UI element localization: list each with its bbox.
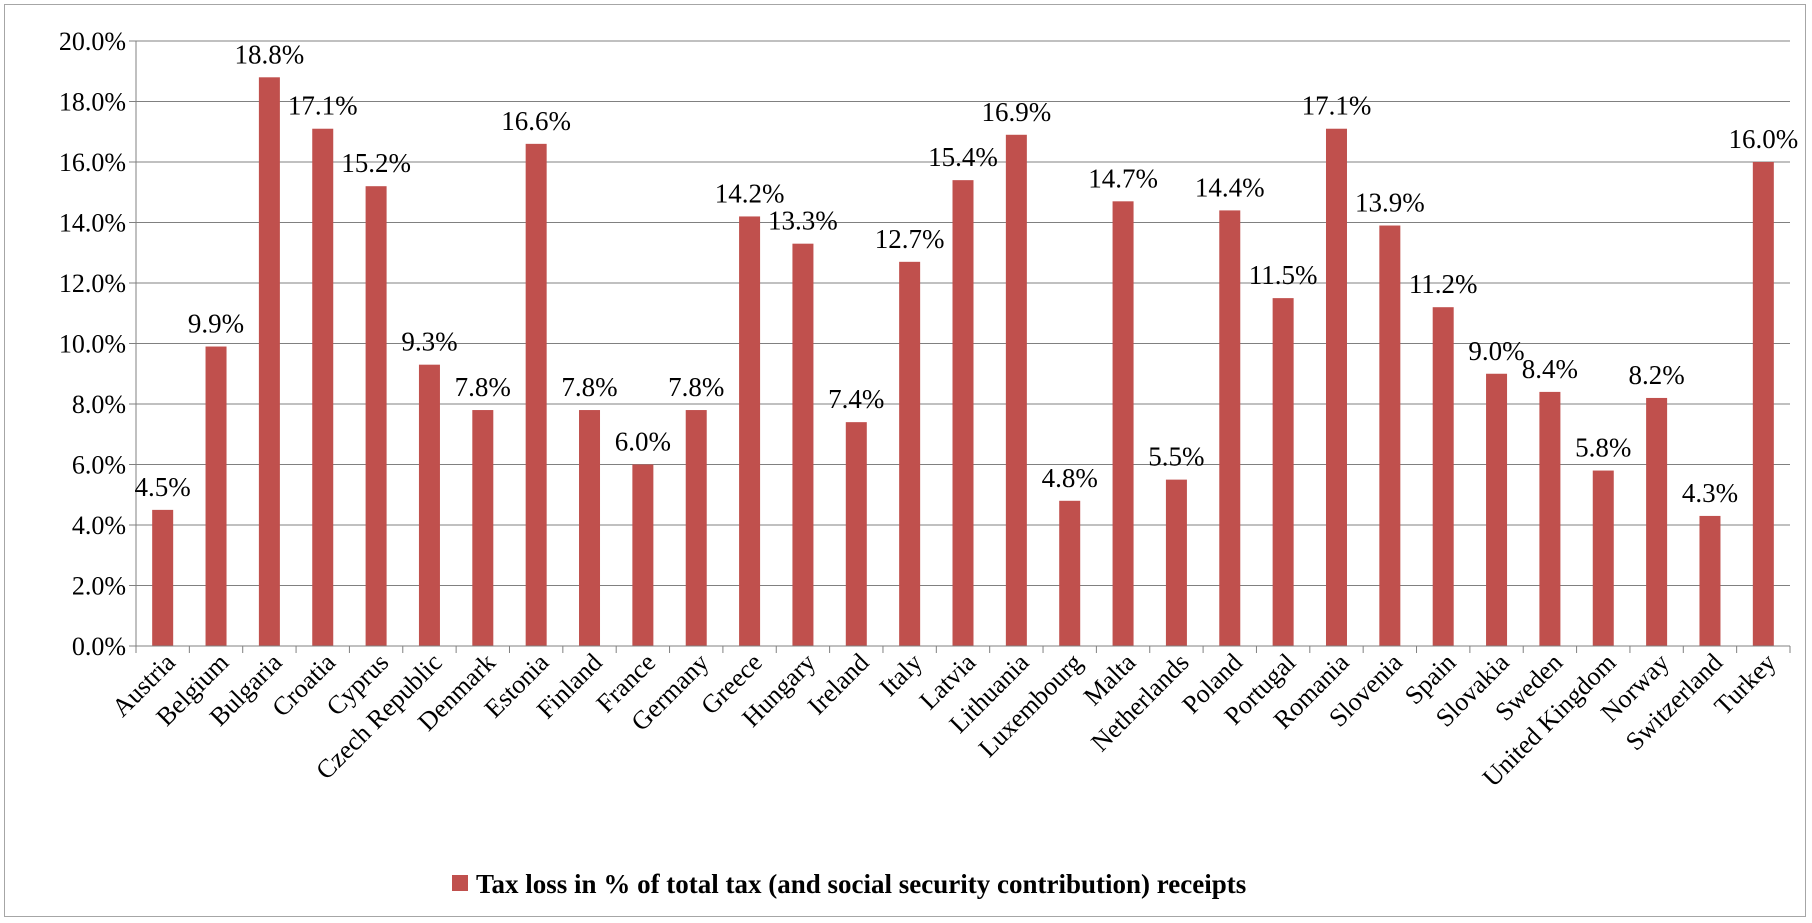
bar [1752, 162, 1774, 646]
bar [1379, 225, 1401, 646]
y-tick-label: 20.0% [59, 27, 126, 56]
bar [1592, 470, 1614, 646]
bar [1219, 210, 1241, 646]
data-label: 8.4% [1522, 354, 1578, 384]
data-label: 5.5% [1148, 442, 1204, 472]
data-label: 7.4% [828, 384, 884, 414]
data-label: 13.3% [768, 206, 838, 236]
data-label: 7.8% [561, 372, 617, 402]
y-tick-label: 4.0% [72, 511, 126, 540]
y-axis: 0.0% 2.0% 4.0% 6.0% 8.0% 10.0% 12.0% 14.0% 16.0%… [59, 27, 137, 661]
bar [899, 261, 921, 646]
x-tick-label: Ireland [802, 648, 875, 721]
bar [1646, 397, 1668, 646]
y-tick-label: 14.0% [59, 209, 126, 238]
bar [258, 77, 280, 647]
bars [152, 77, 1774, 647]
bar [632, 464, 654, 646]
data-label: 4.3% [1682, 478, 1738, 508]
y-tick-label: 18.0% [59, 88, 126, 117]
legend-swatch [452, 875, 468, 891]
bar [312, 128, 334, 647]
bar [952, 180, 974, 646]
x-axis: AustriaBelgiumBulgariaCroatiaCyprusCzech… [106, 645, 1791, 792]
y-tick-label: 2.0% [72, 572, 126, 601]
data-label: 4.8% [1042, 463, 1098, 493]
bar [792, 243, 814, 647]
bar [1005, 134, 1027, 646]
data-label: 11.5% [1249, 260, 1318, 290]
legend-label: Tax loss in % of total tax (and social s… [476, 869, 1246, 899]
data-label: 15.2% [341, 148, 411, 178]
bar [845, 422, 867, 646]
data-label: 8.2% [1628, 360, 1684, 390]
bar [1486, 373, 1508, 646]
bar [1699, 515, 1721, 646]
data-label: 16.0% [1728, 124, 1798, 154]
y-tick-label: 0.0% [72, 632, 126, 661]
bar [1112, 201, 1134, 646]
data-label: 9.3% [401, 327, 457, 357]
data-label: 14.2% [715, 178, 785, 208]
bar [1325, 128, 1347, 647]
data-label: 11.2% [1409, 269, 1478, 299]
bar [685, 410, 707, 646]
data-label: 4.5% [135, 472, 191, 502]
data-label: 17.1% [1302, 91, 1372, 121]
data-label: 7.8% [668, 372, 724, 402]
data-label: 12.7% [875, 224, 945, 254]
y-tick-label: 12.0% [59, 269, 126, 298]
data-label: 6.0% [615, 427, 671, 457]
bar [1539, 391, 1561, 646]
y-tick-label: 16.0% [59, 148, 126, 177]
bar [1272, 298, 1294, 646]
y-tick-label: 10.0% [59, 330, 126, 359]
data-label: 13.9% [1355, 188, 1425, 218]
data-label: 9.9% [188, 309, 244, 339]
data-label: 14.7% [1088, 163, 1158, 193]
bar [525, 143, 547, 646]
bar [739, 216, 761, 646]
data-label: 18.8% [235, 39, 305, 69]
data-labels: 4.5% 9.9% 18.8% 17.1% 15.2% 9.3% 7.8% 16.6% 7.8%… [135, 39, 1799, 508]
bar [205, 346, 227, 646]
y-tick-label: 8.0% [72, 390, 126, 419]
data-label: 14.4% [1195, 172, 1265, 202]
legend: Tax loss in % of total tax (and social s… [452, 869, 1246, 899]
bar [1165, 479, 1187, 646]
y-tick-label: 6.0% [72, 451, 126, 480]
data-label: 9.0% [1468, 336, 1524, 366]
bar [152, 509, 174, 646]
bar [472, 410, 494, 646]
data-label: 16.6% [501, 106, 571, 136]
x-tick-label: Turkey [1709, 648, 1782, 721]
bar [1059, 500, 1081, 646]
data-label: 5.8% [1575, 433, 1631, 463]
data-label: 7.8% [455, 372, 511, 402]
data-label: 15.4% [928, 142, 998, 172]
bar [1432, 307, 1454, 646]
data-label: 17.1% [288, 91, 358, 121]
bar [365, 186, 387, 646]
gridlines [136, 40, 1790, 586]
bar [418, 364, 440, 646]
bar [579, 410, 601, 646]
data-label: 16.9% [981, 97, 1051, 127]
